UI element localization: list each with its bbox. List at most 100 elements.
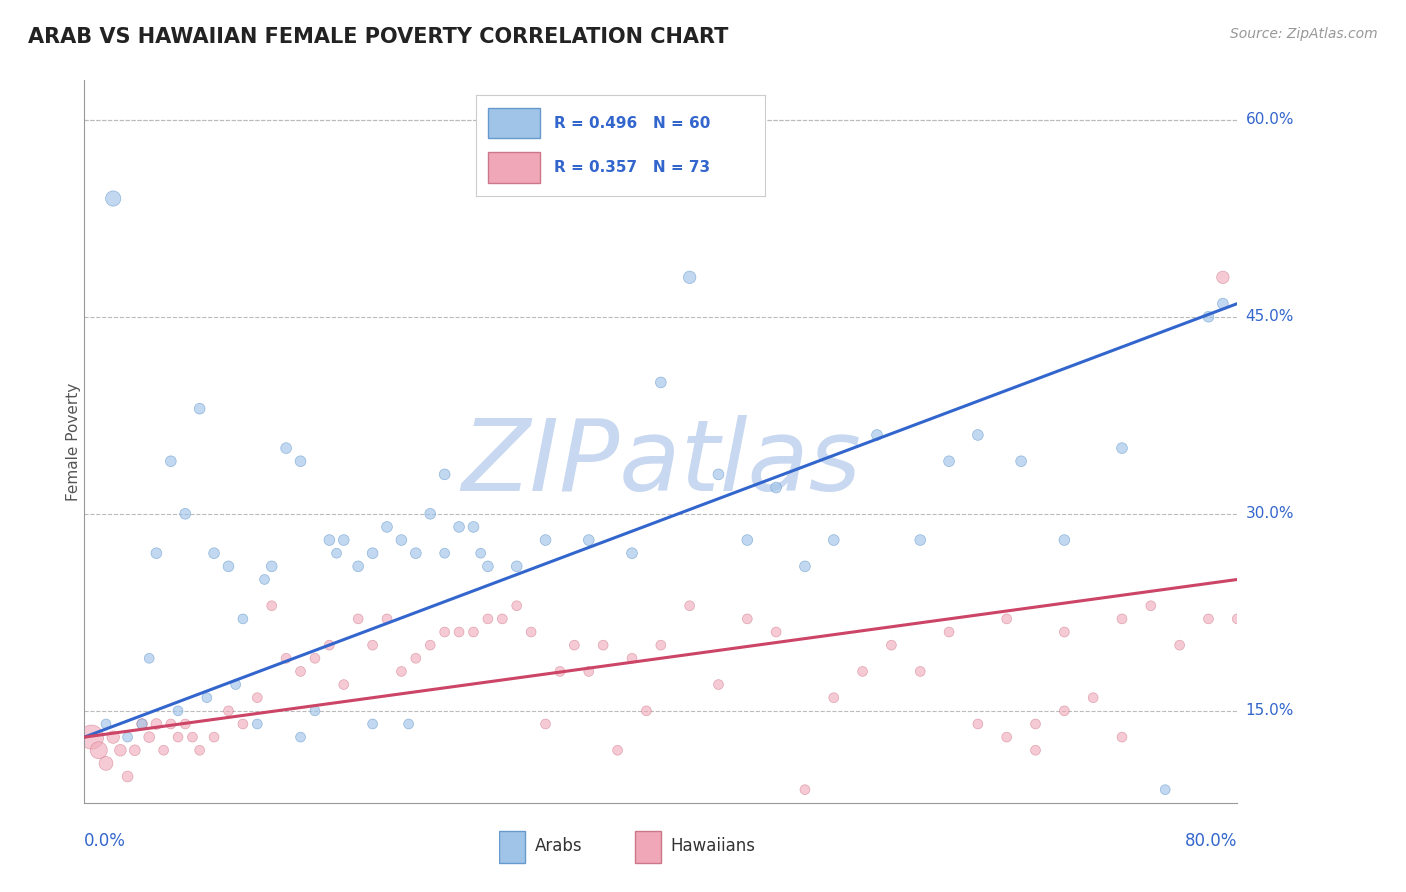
Text: 80.0%: 80.0%: [1185, 831, 1237, 850]
Point: [117, 730, 139, 744]
Point: [195, 690, 218, 705]
Point: [419, 638, 441, 652]
Point: [794, 782, 817, 797]
Point: [1212, 270, 1234, 285]
Point: [823, 533, 845, 547]
Point: [375, 520, 398, 534]
Point: [564, 638, 586, 652]
Point: [967, 717, 990, 731]
Point: [636, 704, 658, 718]
Text: ARAB VS HAWAIIAN FEMALE POVERTY CORRELATION CHART: ARAB VS HAWAIIAN FEMALE POVERTY CORRELAT…: [28, 27, 728, 46]
Text: 0.0%: 0.0%: [84, 831, 127, 850]
Point: [910, 665, 932, 679]
Point: [188, 743, 211, 757]
Point: [218, 559, 240, 574]
Point: [419, 507, 441, 521]
Point: [131, 717, 153, 731]
Text: 60.0%: 60.0%: [1246, 112, 1294, 128]
Point: [103, 730, 124, 744]
Point: [347, 612, 370, 626]
Point: [375, 612, 398, 626]
Point: [124, 743, 146, 757]
Point: [491, 612, 513, 626]
Point: [910, 533, 932, 547]
Point: [880, 638, 903, 652]
Point: [679, 599, 702, 613]
Point: [232, 612, 254, 626]
Point: [361, 717, 384, 731]
Point: [225, 677, 247, 691]
Point: [361, 638, 384, 652]
Point: [477, 559, 499, 574]
Point: [765, 625, 787, 640]
Point: [506, 599, 529, 613]
Point: [823, 690, 845, 705]
Point: [218, 704, 240, 718]
Point: [138, 651, 160, 665]
Point: [131, 717, 153, 731]
Point: [737, 533, 759, 547]
Point: [1053, 625, 1076, 640]
Point: [578, 665, 600, 679]
Point: [260, 559, 283, 574]
Point: [1168, 638, 1191, 652]
Point: [433, 467, 456, 482]
Point: [145, 546, 167, 560]
Point: [304, 651, 326, 665]
Point: [174, 507, 197, 521]
Point: [246, 717, 269, 731]
Point: [1111, 730, 1133, 744]
Point: [967, 428, 990, 442]
Point: [174, 717, 197, 731]
Point: [94, 717, 117, 731]
Point: [138, 730, 160, 744]
Point: [232, 717, 254, 731]
Point: [938, 625, 960, 640]
Point: [679, 270, 702, 285]
Point: [260, 599, 283, 613]
Text: 15.0%: 15.0%: [1246, 704, 1294, 718]
Point: [765, 481, 787, 495]
Point: [167, 704, 190, 718]
Point: [621, 651, 644, 665]
Point: [318, 533, 340, 547]
Point: [361, 546, 384, 560]
Point: [347, 559, 370, 574]
Point: [87, 743, 110, 757]
Point: [938, 454, 960, 468]
Point: [477, 612, 499, 626]
Point: [1212, 296, 1234, 310]
Point: [592, 638, 614, 652]
Point: [202, 730, 225, 744]
Point: [520, 625, 543, 640]
Point: [548, 665, 571, 679]
Point: [405, 546, 427, 560]
Point: [449, 625, 471, 640]
Point: [152, 743, 174, 757]
Point: [737, 612, 759, 626]
Point: [433, 546, 456, 560]
Point: [1025, 743, 1047, 757]
Point: [534, 533, 557, 547]
Y-axis label: Female Poverty: Female Poverty: [66, 383, 80, 500]
Point: [276, 441, 298, 455]
Point: [160, 454, 183, 468]
Point: [1154, 782, 1177, 797]
Point: [1198, 310, 1220, 324]
Point: [1111, 612, 1133, 626]
Point: [794, 559, 817, 574]
Point: [246, 690, 269, 705]
Point: [398, 717, 420, 731]
Text: Source: ZipAtlas.com: Source: ZipAtlas.com: [1230, 27, 1378, 41]
Point: [181, 730, 204, 744]
Point: [449, 520, 471, 534]
Point: [290, 665, 312, 679]
Point: [188, 401, 211, 416]
Text: 30.0%: 30.0%: [1246, 507, 1294, 521]
Point: [463, 625, 485, 640]
Point: [391, 665, 413, 679]
Point: [160, 717, 183, 731]
Point: [650, 376, 672, 390]
Point: [506, 559, 529, 574]
Point: [276, 651, 298, 665]
